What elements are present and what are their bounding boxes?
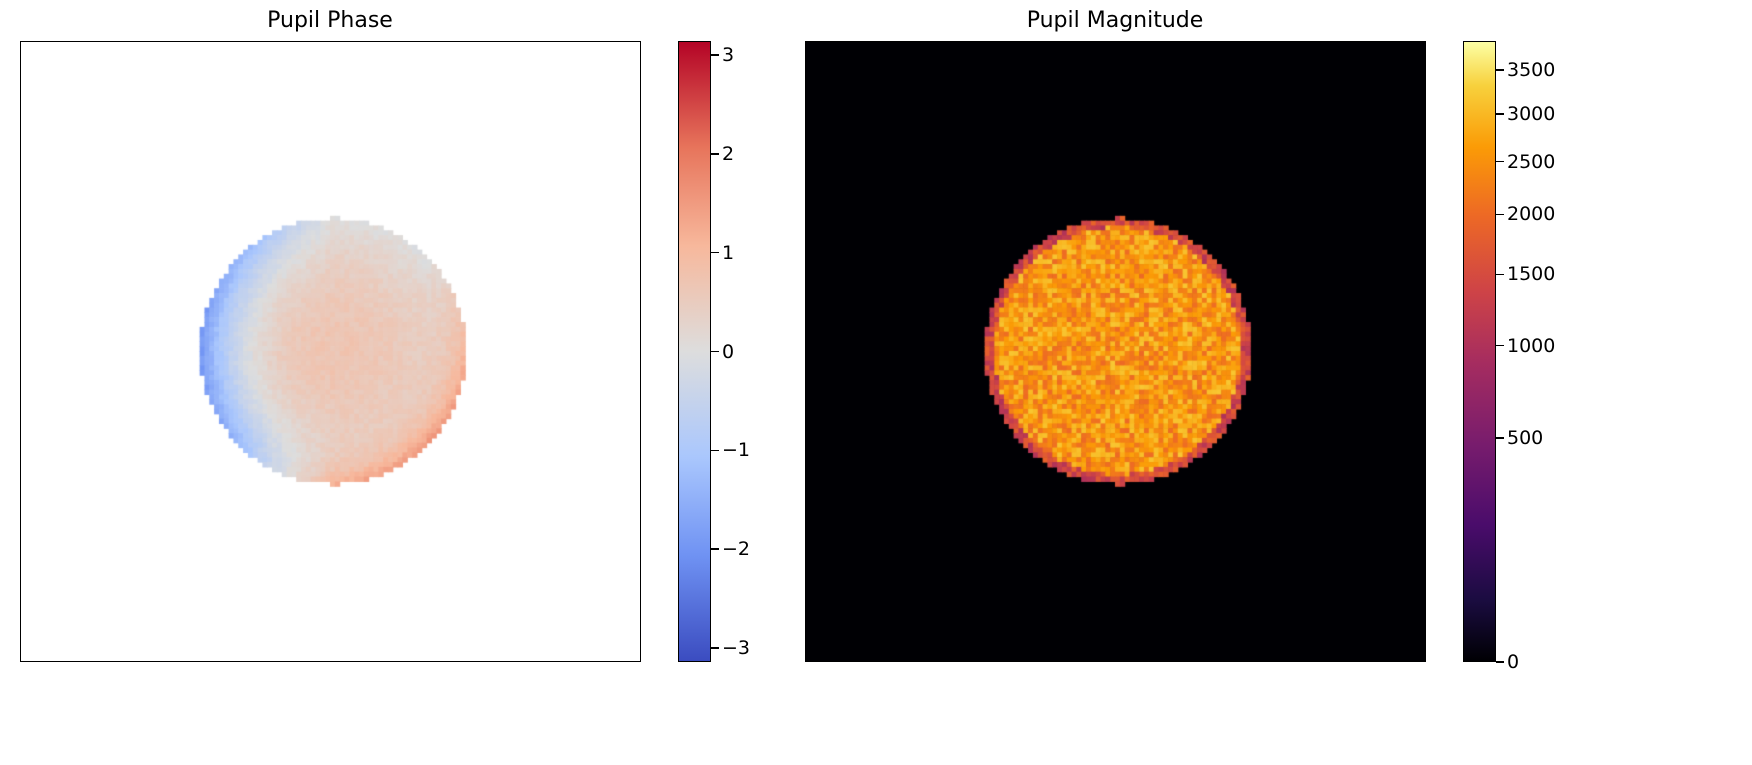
magnitude-colorbar-tick-label: 1000 xyxy=(1507,334,1556,357)
magnitude-heatmap xyxy=(806,42,1424,660)
phase-colorbar-tick xyxy=(711,54,719,56)
phase-title: Pupil Phase xyxy=(267,8,393,33)
phase-colorbar-tick xyxy=(711,153,719,155)
phase-colorbar-tick-label: 1 xyxy=(722,241,735,264)
magnitude-colorbar-tick-label: 2500 xyxy=(1507,150,1556,173)
magnitude-colorbar-tick xyxy=(1496,113,1504,115)
magnitude-colorbar-tick-label: 2000 xyxy=(1507,203,1556,226)
phase-colorbar-tick xyxy=(711,647,719,649)
phase-colorbar-tick-label: −2 xyxy=(722,538,751,561)
phase-colorbar-tick xyxy=(711,449,719,452)
phase-colorbar-tick-label: 2 xyxy=(722,142,735,165)
magnitude-colorbar-tick xyxy=(1496,69,1504,71)
magnitude-title: Pupil Magnitude xyxy=(1026,8,1204,33)
phase-colorbar-tick-label: 0 xyxy=(722,340,735,363)
phase-colorbar-tick-label: −1 xyxy=(722,439,751,462)
magnitude-colorbar-tick-label: 0 xyxy=(1507,651,1520,673)
phase-colorbar xyxy=(678,41,711,662)
phase-colorbar-tick-label: 3 xyxy=(722,43,735,66)
phase-image-axes xyxy=(20,41,641,662)
magnitude-colorbar-tick xyxy=(1496,437,1504,439)
magnitude-colorbar-tick xyxy=(1496,344,1504,347)
magnitude-colorbar-tick xyxy=(1496,213,1504,216)
magnitude-colorbar xyxy=(1463,41,1496,662)
phase-colorbar-tick xyxy=(711,251,719,254)
magnitude-colorbar-tick-label: 3500 xyxy=(1507,58,1556,81)
phase-colorbar-tick xyxy=(711,548,719,550)
magnitude-colorbar-tick-label: 1500 xyxy=(1507,263,1556,286)
magnitude-image-axes xyxy=(805,41,1426,662)
phase-colorbar-tick-label: −3 xyxy=(722,637,751,659)
magnitude-colorbar-tick xyxy=(1496,160,1504,163)
phase-colorbar-tick xyxy=(711,350,719,353)
magnitude-colorbar-tick-label: 3000 xyxy=(1507,102,1556,125)
phase-heatmap xyxy=(21,42,639,660)
magnitude-colorbar-tick xyxy=(1496,273,1504,276)
magnitude-colorbar-tick xyxy=(1496,661,1504,663)
magnitude-colorbar-tick-label: 500 xyxy=(1507,427,1544,450)
